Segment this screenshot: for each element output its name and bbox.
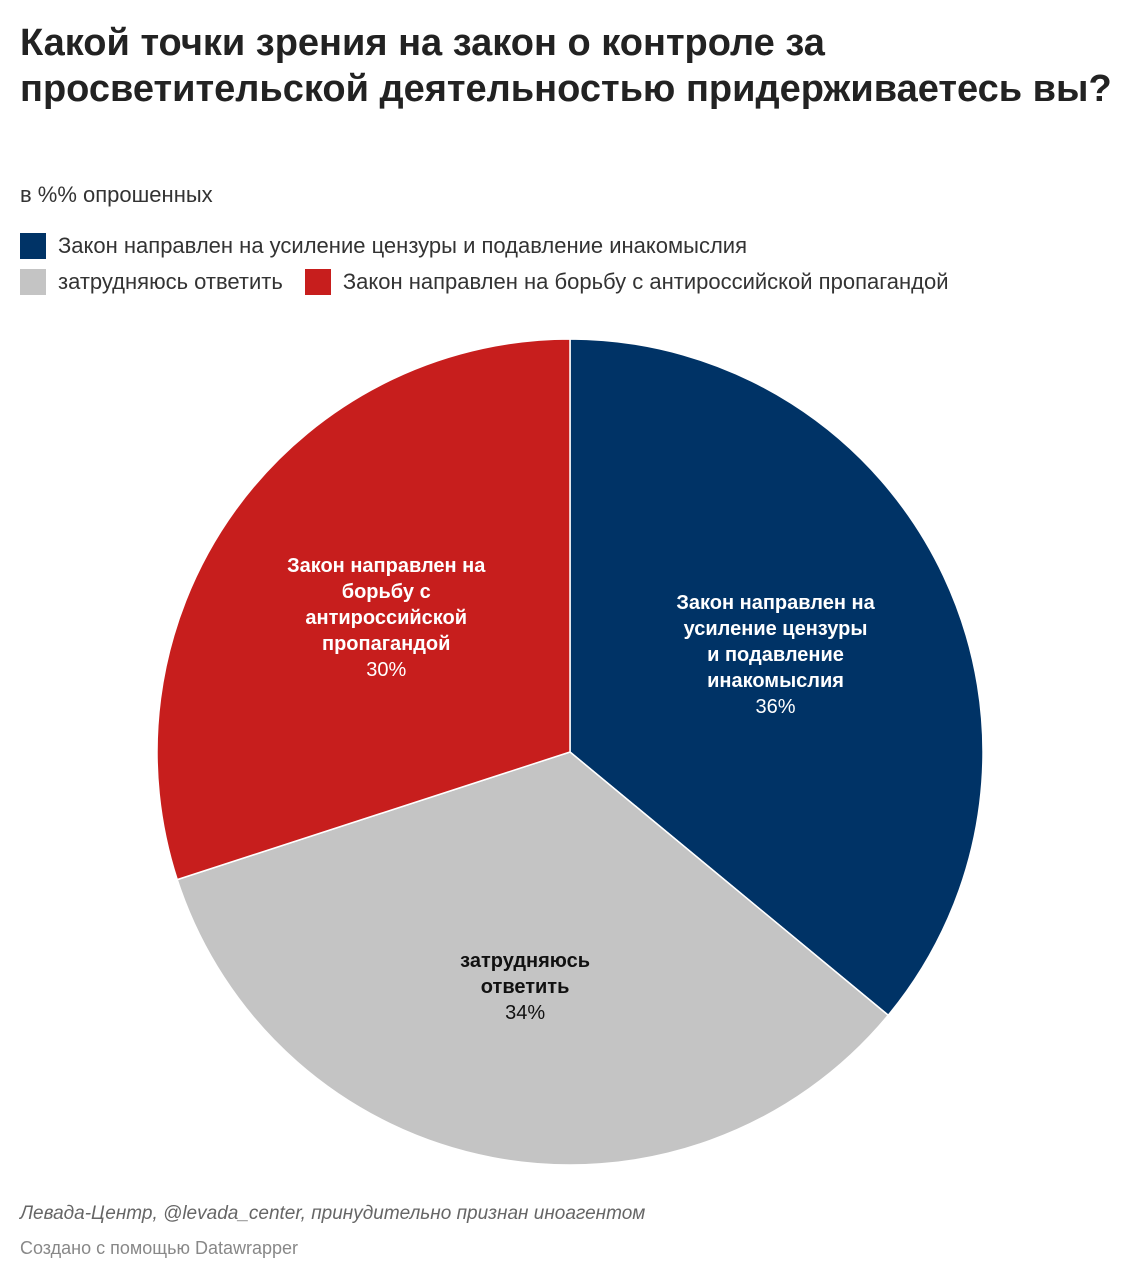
legend-item-censorship: Закон направлен на усиление цензуры и по… <box>20 233 747 259</box>
slice-value-label: 34% <box>505 1002 546 1025</box>
pie-slice-undecided <box>176 751 890 1166</box>
slice-name-line: затрудняюсь <box>460 950 591 973</box>
slice-value-label: 36% <box>755 696 796 719</box>
slice-name-line: антироссийской <box>305 607 468 630</box>
chart-subtitle: в %% опрошенных <box>20 182 213 207</box>
legend-swatch-censorship <box>20 233 46 259</box>
slice-name-line: и подавление <box>707 644 844 667</box>
pie-chart: Закон направлен на усиление цензуры и пода… <box>0 300 1140 1200</box>
source-note: Левада-Центр, @levada_center, принудител… <box>20 1203 646 1224</box>
slice-label-undecided: затрудняюсь ответить 34% <box>460 948 590 1026</box>
slice-name-line: Закон направлен на <box>287 555 486 578</box>
slice-label-censorship: Закон направлен на усиление цензуры и пода… <box>676 590 874 720</box>
slice-name-line: борьбу с <box>341 581 431 604</box>
datawrapper-credit: Создано с помощью Datawrapper <box>20 1238 299 1258</box>
slice-name-line: пропагандой <box>321 633 451 656</box>
legend-item-undecided: затрудняюсь ответить <box>20 269 283 295</box>
legend-label-undecided: затрудняюсь ответить <box>58 269 283 294</box>
slice-label-propaganda: Закон направлен на борьбу с антироссийской… <box>287 553 485 683</box>
legend-swatch-undecided <box>20 269 46 295</box>
legend-label-censorship: Закон направлен на усиление цензуры и по… <box>58 233 748 258</box>
legend-item-propaganda: Закон направлен на борьбу с антироссийск… <box>304 269 949 295</box>
slice-value-label: 30% <box>366 659 407 682</box>
slice-name-line: усиление цензуры <box>683 618 868 641</box>
legend-row-2: затрудняюсь ответить Закон направлен на … <box>20 264 1120 300</box>
legend: Закон направлен на усиление цензуры и по… <box>20 228 1120 300</box>
pie-slice-censorship <box>569 338 984 1017</box>
slice-name-line: Закон направлен на <box>676 592 875 615</box>
slice-name-line: ответить <box>480 976 570 999</box>
legend-label-propaganda: Закон направлен на борьбу с антироссийск… <box>342 269 949 294</box>
legend-row-1: Закон направлен на усиление цензуры и по… <box>20 228 1120 264</box>
pie-chart-svg <box>156 338 984 1166</box>
legend-swatch-propaganda <box>304 269 331 295</box>
slice-name-line: инакомыслия <box>707 670 844 693</box>
chart-title: Какой точки зрения на закон о контроле з… <box>20 22 1112 110</box>
pie-slice-propaganda <box>156 338 571 881</box>
